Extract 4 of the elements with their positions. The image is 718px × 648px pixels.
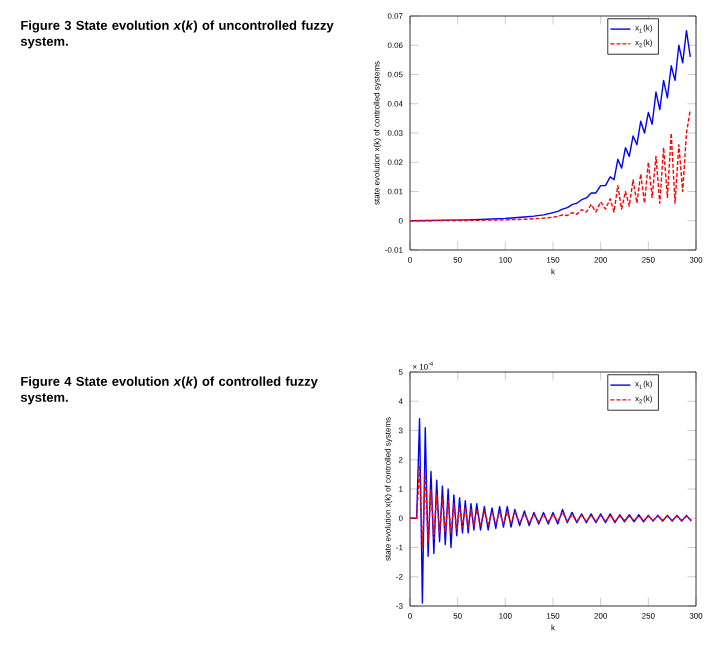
line-series (410, 418, 692, 604)
line-series (410, 29, 691, 222)
line-series (410, 464, 692, 549)
line-series (410, 108, 691, 222)
